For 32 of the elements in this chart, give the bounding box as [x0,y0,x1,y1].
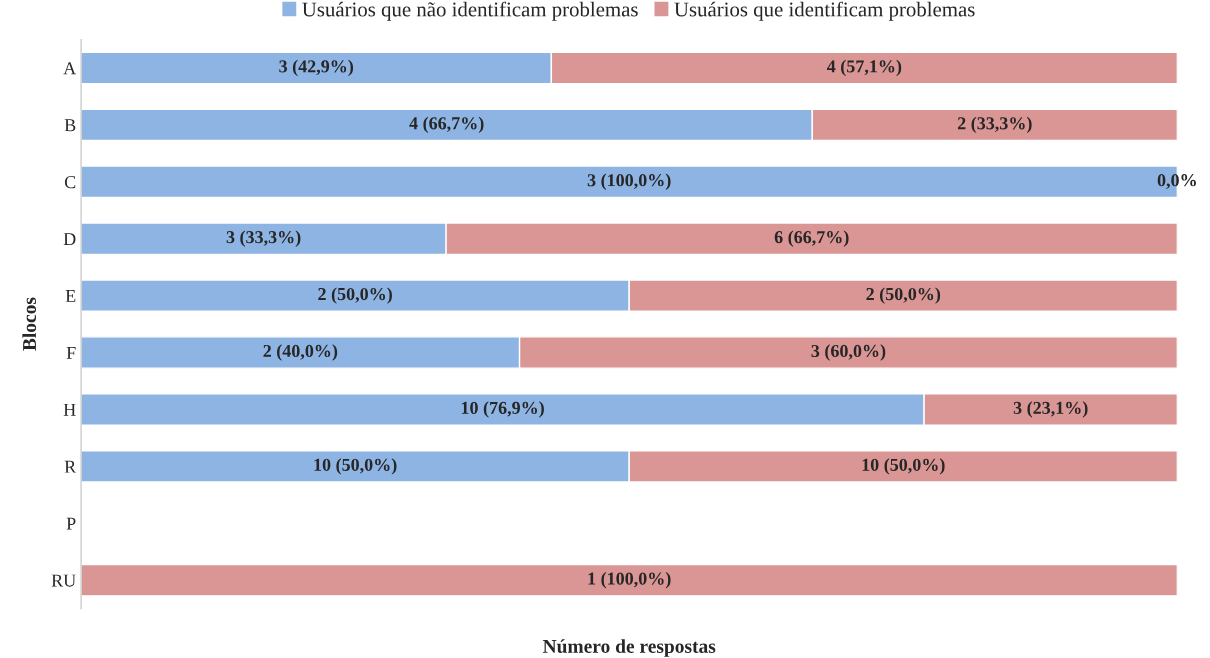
y-tick-label: R [64,460,77,473]
y-tick-label: H [63,403,76,416]
y-tick-label: A [63,62,77,75]
data-label: 1 (100,0%) [588,572,671,589]
data-label: 2 (33,3%) [957,116,1032,134]
data-label: 10 (50,0%) [862,458,945,475]
data-label: 0,0% [1157,174,1196,189]
y-tick-label: E [65,290,76,302]
data-label: 3 (100,0%) [587,173,671,190]
data-label: 3 (60,0%) [811,344,886,361]
data-label: 2 (50,0%) [866,287,941,304]
legend-label: Usuários que não identificam problemas [302,1,638,21]
y-tick-label: C [64,176,76,189]
data-label: 4 (57,1%) [826,59,902,77]
data-label: 2 (40,0%) [263,344,338,361]
bar [81,563,1178,597]
y-tick-label: RU [51,574,76,587]
y-tick-label: B [64,119,76,132]
x-axis-title: Número de respostas [542,639,716,657]
data-label: 4 (66,7%) [409,116,484,134]
data-label: 3 (42,9%) [279,59,354,77]
data-label: 3 (33,3%) [226,230,301,247]
data-label: 10 (50,0%) [314,458,397,475]
data-label: 2 (50,0%) [318,287,392,304]
data-label: 6 (66,7%) [774,230,849,247]
data-label: 3 (23,1%) [1013,401,1088,418]
legend-label: Usuários que identificam problemas [674,1,975,21]
data-label: 10 (76,9%) [461,401,544,418]
y-tick-label: P [66,517,76,530]
y-tick-label: F [66,346,76,359]
y-axis-title: Blocos [22,297,37,351]
y-tick-label: D [63,233,76,245]
